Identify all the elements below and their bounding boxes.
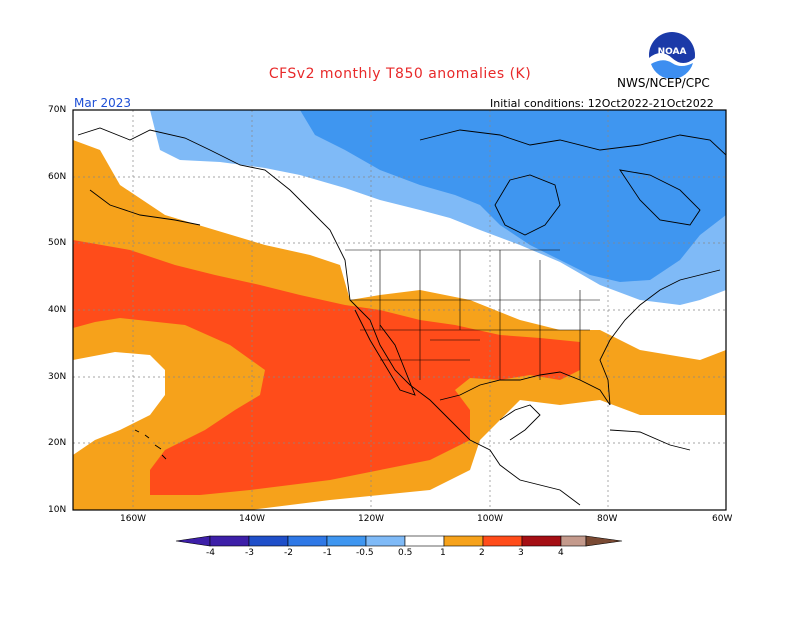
lon-label: 100W (477, 514, 504, 524)
lat-label: 50N (48, 238, 67, 248)
colorbar-bin (482, 535, 523, 547)
forecast-month: Mar 2023 (74, 96, 131, 110)
lat-label: 30N (48, 372, 67, 382)
colorbar-label: -0.5 (356, 548, 374, 558)
lon-label: 60W (712, 514, 733, 524)
colorbar (175, 535, 623, 547)
colorbar-label: 2 (479, 548, 485, 558)
lat-label: 40N (48, 305, 67, 315)
colorbar-bin (326, 535, 367, 547)
colorbar-bin (365, 535, 406, 547)
state-borders (345, 249, 600, 380)
lat-label: 60N (48, 172, 67, 182)
map-title: CFSv2 monthly T850 anomalies (K) (268, 66, 532, 82)
map-frame (72, 109, 727, 511)
colorbar-bin (209, 535, 250, 547)
lon-label: 160W (120, 514, 147, 524)
colorbar-label: 3 (518, 548, 524, 558)
lon-label: 120W (358, 514, 385, 524)
colorbar-bin (521, 535, 562, 547)
noaa-logo-text: NOAA (658, 47, 687, 57)
noaa-logo: NOAA (649, 32, 695, 80)
anomaly-region-neutral-pacific (73, 352, 165, 455)
lon-label: 140W (239, 514, 266, 524)
lat-label: 70N (48, 105, 67, 115)
colorbar-arrow-low (175, 535, 211, 547)
colorbar-label: -2 (284, 548, 293, 558)
colorbar-label: -1 (323, 548, 332, 558)
lat-label: 20N (48, 438, 67, 448)
colorbar-label: 4 (558, 548, 564, 558)
colorbar-bin (560, 535, 587, 547)
colorbar-label: -3 (245, 548, 254, 558)
colorbar-bin (443, 535, 484, 547)
colorbar-arrow-high (585, 535, 623, 547)
initial-conditions: Initial conditions: 12Oct2022-21Oct2022 (490, 97, 714, 110)
anomaly-region-pos1 (73, 240, 580, 495)
lat-label: 10N (48, 505, 67, 515)
anomaly-region-neg1 (300, 110, 726, 282)
graticule (73, 110, 726, 510)
agency-label: NWS/NCEP/CPC (617, 76, 710, 90)
lon-label: 80W (597, 514, 618, 524)
colorbar-bin (248, 535, 289, 547)
colorbar-label: 0.5 (398, 548, 413, 558)
colorbar-bin (404, 535, 445, 547)
colorbar-label: -4 (206, 548, 215, 558)
colorbar-label: 1 (440, 548, 446, 558)
colorbar-bin (287, 535, 328, 547)
